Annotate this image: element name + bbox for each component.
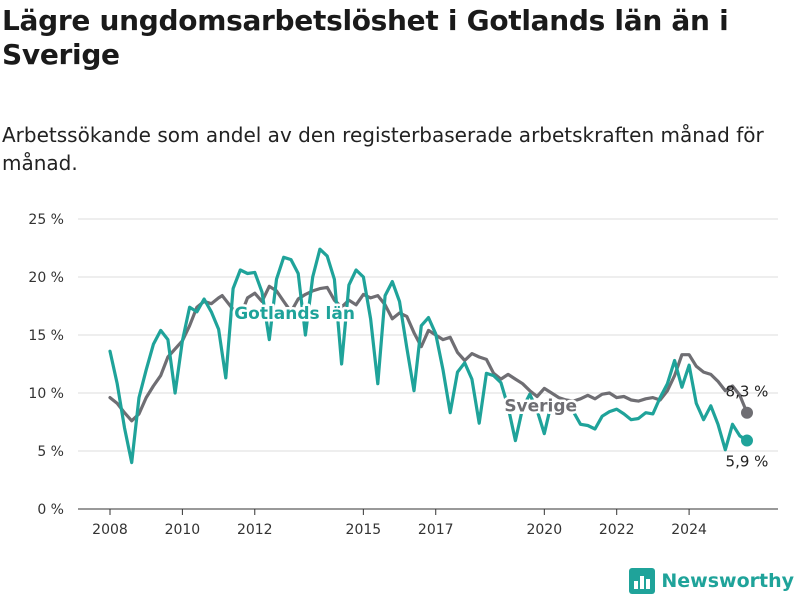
- x-tick-label: 2020: [526, 522, 562, 538]
- series-labels: 8,3 % 5,9 % Gotlands län Sverige: [232, 301, 769, 471]
- x-tick-label: 2008: [92, 522, 128, 538]
- x-tick-label: 2024: [671, 522, 707, 538]
- y-tick-label: 5 %: [37, 444, 64, 460]
- series-name-label-sverige: Sverige: [504, 397, 577, 417]
- y-axis-ticks: 0 % 5 % 10 % 15 % 20 % 25 %: [28, 212, 64, 518]
- newsworthy-logo-icon: [629, 568, 656, 594]
- brand-name: Newsworthy: [661, 570, 794, 592]
- end-value-label-sverige: 8,3 %: [726, 383, 769, 401]
- line-chart: 0 %5 %10 %15 %20 %25 % 2008 2010 2012 2015 2…: [28, 212, 778, 538]
- y-tick-label: 20 %: [28, 270, 64, 286]
- end-point-sverige: [741, 406, 753, 419]
- y-tick-label: 15 %: [28, 328, 64, 344]
- newsworthy-brand[interactable]: Newsworthy: [629, 568, 794, 594]
- chart-title: Lägre ungdomsarbetslöshet i Gotlands län…: [2, 4, 729, 71]
- x-tick-label: 2022: [599, 522, 635, 538]
- series-line-sverige: [108, 284, 749, 423]
- x-tick-label: 2010: [165, 522, 201, 538]
- x-tick-label: 2012: [237, 522, 273, 538]
- y-tick-label: 0 %: [37, 502, 64, 518]
- end-value-label-gotlands-l-n: 5,9 %: [726, 453, 769, 471]
- y-tick-label: 25 %: [28, 212, 64, 228]
- series-line-gotlands-l-n: [108, 247, 749, 465]
- chart-subtitle: Arbetssökande som andel av den registerb…: [2, 123, 764, 175]
- end-point-gotlands-l-n: [741, 434, 753, 447]
- x-tick-label: 2017: [418, 522, 454, 538]
- series-lines: [108, 247, 753, 465]
- x-tick-label: 2015: [346, 522, 382, 538]
- series-name-label-gotlands-l-n: Gotlands län: [234, 304, 355, 324]
- y-tick-label: 10 %: [28, 386, 64, 402]
- x-axis: 2008 2010 2012 2015 2017 2020 2022 2024: [78, 508, 778, 538]
